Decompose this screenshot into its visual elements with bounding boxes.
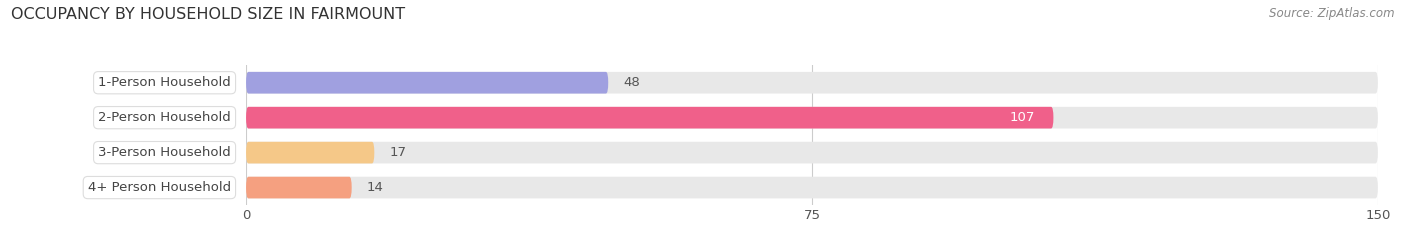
FancyBboxPatch shape bbox=[246, 72, 609, 94]
Text: 48: 48 bbox=[623, 76, 640, 89]
FancyBboxPatch shape bbox=[246, 107, 1053, 129]
Text: 3-Person Household: 3-Person Household bbox=[98, 146, 231, 159]
Text: 17: 17 bbox=[389, 146, 406, 159]
FancyBboxPatch shape bbox=[246, 177, 352, 199]
Text: 1-Person Household: 1-Person Household bbox=[98, 76, 231, 89]
Text: OCCUPANCY BY HOUSEHOLD SIZE IN FAIRMOUNT: OCCUPANCY BY HOUSEHOLD SIZE IN FAIRMOUNT bbox=[11, 7, 405, 22]
FancyBboxPatch shape bbox=[246, 72, 1378, 94]
FancyBboxPatch shape bbox=[246, 142, 374, 164]
Text: 14: 14 bbox=[367, 181, 384, 194]
Text: Source: ZipAtlas.com: Source: ZipAtlas.com bbox=[1270, 7, 1395, 20]
Text: 4+ Person Household: 4+ Person Household bbox=[87, 181, 231, 194]
FancyBboxPatch shape bbox=[246, 142, 1378, 164]
FancyBboxPatch shape bbox=[246, 177, 1378, 199]
Text: 107: 107 bbox=[1010, 111, 1035, 124]
Text: 2-Person Household: 2-Person Household bbox=[98, 111, 231, 124]
FancyBboxPatch shape bbox=[246, 107, 1378, 129]
